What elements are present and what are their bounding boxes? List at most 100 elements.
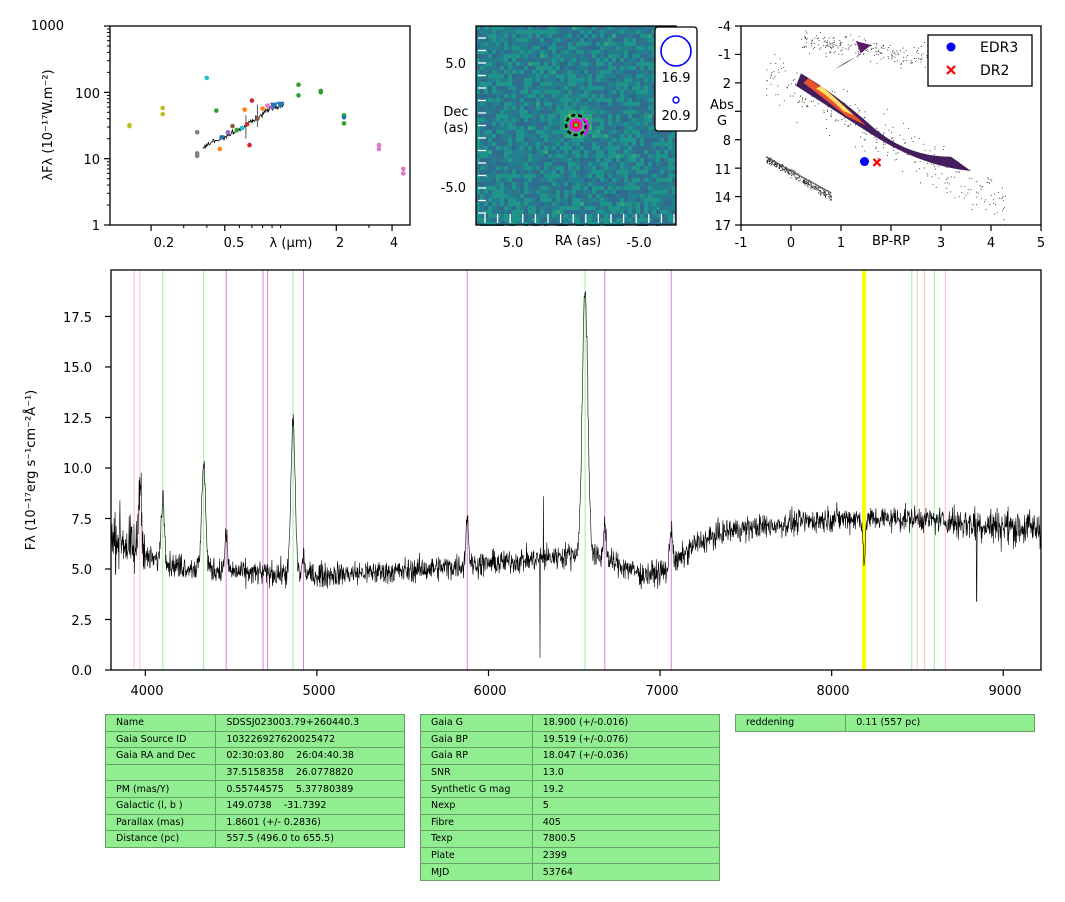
image-pixel (568, 78, 572, 82)
image-pixel (544, 54, 548, 58)
image-pixel (596, 146, 600, 150)
image-pixel (612, 198, 616, 202)
image-pixel (612, 210, 616, 214)
image-pixel (588, 50, 592, 54)
image-pixel (552, 118, 556, 122)
spec-xtick-7000: 7000 (645, 684, 678, 699)
image-pixel (548, 78, 552, 82)
image-pixel (492, 142, 496, 146)
image-pixel (568, 158, 572, 162)
hrd-star (886, 108, 888, 110)
image-pixel (480, 66, 484, 70)
image-pixel (476, 190, 480, 194)
image-pixel (556, 30, 560, 34)
hrd-star (891, 56, 893, 58)
image-pixel (488, 98, 492, 102)
image-pixel (608, 166, 612, 170)
image-pixel (488, 58, 492, 62)
hrd-star (922, 53, 924, 55)
image-pixel (488, 78, 492, 82)
hrd-star (929, 150, 931, 152)
image-pixel (644, 70, 648, 74)
image-pixel (508, 162, 512, 166)
image-pixel (612, 166, 616, 170)
image-pixel (540, 142, 544, 146)
hrd-star (827, 110, 828, 112)
table-key-cell: reddening (734, 714, 847, 732)
image-pixel (580, 30, 584, 34)
image-pixel (636, 202, 640, 206)
image-pixel (588, 78, 592, 82)
image-pixel (504, 78, 508, 82)
hrd-star (848, 47, 850, 49)
image-pixel (544, 222, 548, 226)
image-pixel (496, 34, 500, 38)
image-pixel (624, 202, 628, 206)
image-pixel (668, 186, 672, 190)
image-pixel (508, 150, 512, 154)
image-pixel (632, 214, 636, 218)
hrd-star (816, 188, 818, 190)
image-pixel (516, 186, 520, 190)
image-pixel (668, 138, 672, 142)
image-pixel (640, 74, 644, 78)
hrd-star (768, 160, 770, 162)
hrd-star (806, 104, 808, 106)
image-legend: 16.9 20.9 (654, 26, 698, 132)
image-pixel (492, 66, 496, 70)
image-pixel (592, 178, 596, 182)
image-pixel (572, 178, 576, 182)
image-pixel (636, 162, 640, 166)
image-pixel (596, 42, 600, 46)
hrd-star (944, 182, 946, 184)
image-pixel (484, 222, 488, 226)
image-pixel (608, 130, 612, 134)
image-pixel (656, 186, 660, 190)
hrd-star (806, 106, 807, 108)
image-pixel (496, 46, 500, 50)
image-pixel (500, 130, 504, 134)
image-pixel (576, 194, 580, 198)
image-pixel (584, 110, 588, 114)
hrd-star (876, 63, 878, 65)
hrd-star (920, 182, 921, 184)
image-pixel (596, 134, 600, 138)
image-pixel (488, 150, 492, 154)
hrd-star (926, 173, 928, 175)
image-pixel (624, 134, 628, 138)
image-pixel (568, 98, 572, 102)
image-pixel (580, 182, 584, 186)
hrd-star (822, 38, 824, 40)
hrd-star (850, 123, 851, 125)
image-pixel (636, 82, 640, 86)
image-pixel (484, 146, 488, 150)
image-pixel (640, 50, 644, 54)
hrd-star (795, 84, 797, 86)
image-pixel (624, 66, 628, 70)
image-pixel (652, 90, 656, 94)
table-key-cell: Texp (420, 830, 533, 848)
image-pixel (532, 126, 536, 130)
image-pixel (612, 82, 616, 86)
hrd-star (768, 161, 770, 163)
image-pixel (532, 162, 536, 166)
hrd-star (896, 50, 898, 52)
image-pixel (644, 98, 648, 102)
image-pixel (512, 94, 516, 98)
image-pixel (620, 174, 624, 178)
image-pixel (484, 34, 488, 38)
hrd-star (793, 174, 795, 176)
image-pixel (672, 154, 676, 158)
image-pixel (668, 194, 672, 198)
image-pixel (524, 222, 528, 226)
hrd-star (893, 149, 895, 151)
image-pixel (556, 222, 560, 226)
image-pixel (524, 106, 528, 110)
hrd-star (888, 129, 890, 131)
image-pixel (580, 42, 584, 46)
image-pixel (600, 54, 604, 58)
image-pixel (628, 34, 632, 38)
hrd-star (912, 62, 913, 64)
hrd-star (892, 126, 894, 128)
image-pixel (580, 58, 584, 62)
